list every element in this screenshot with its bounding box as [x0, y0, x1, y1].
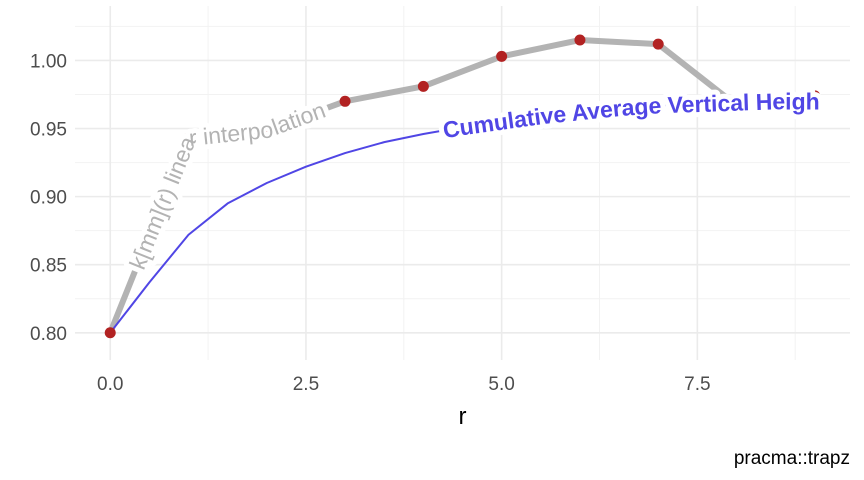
- y-tick-label: 0.90: [30, 188, 67, 209]
- x-tick-label: 0.0: [97, 374, 123, 395]
- data-point: [417, 80, 429, 92]
- series-label-text: k[mm](r) linear interpolation: [124, 97, 329, 273]
- data-point: [574, 34, 586, 46]
- y-tick-label: 0.85: [30, 256, 67, 277]
- chart-caption: pracma::trapz: [734, 448, 850, 469]
- series-lines: [107, 37, 816, 334]
- data-point: [809, 90, 821, 102]
- data-point: [496, 50, 508, 62]
- x-axis-title: r: [459, 403, 467, 430]
- y-tick-label: 1.00: [30, 51, 67, 72]
- data-point: [104, 327, 116, 339]
- series-label: k[mm](r) linear interpolation: [124, 97, 329, 273]
- x-tick-label: 7.5: [684, 374, 710, 395]
- data-point: [183, 132, 195, 144]
- data-point: [261, 124, 273, 136]
- x-axis-ticks: 0.0 2.5 5.0 7.5: [97, 374, 711, 395]
- y-tick-label: 0.80: [30, 324, 67, 345]
- major-gridlines: [75, 6, 850, 360]
- data-points: [104, 34, 821, 339]
- x-tick-label: 2.5: [293, 374, 319, 395]
- data-point: [339, 95, 351, 107]
- series-line: [109, 100, 815, 334]
- data-point: [652, 38, 664, 50]
- y-tick-label: 0.95: [30, 120, 67, 141]
- data-point: [730, 99, 742, 111]
- x-tick-label: 5.0: [488, 374, 514, 395]
- minor-gridlines: [75, 6, 850, 360]
- series-line: [107, 37, 816, 334]
- y-axis-ticks: 0.80 0.85 0.90 0.95 1.00: [30, 51, 67, 344]
